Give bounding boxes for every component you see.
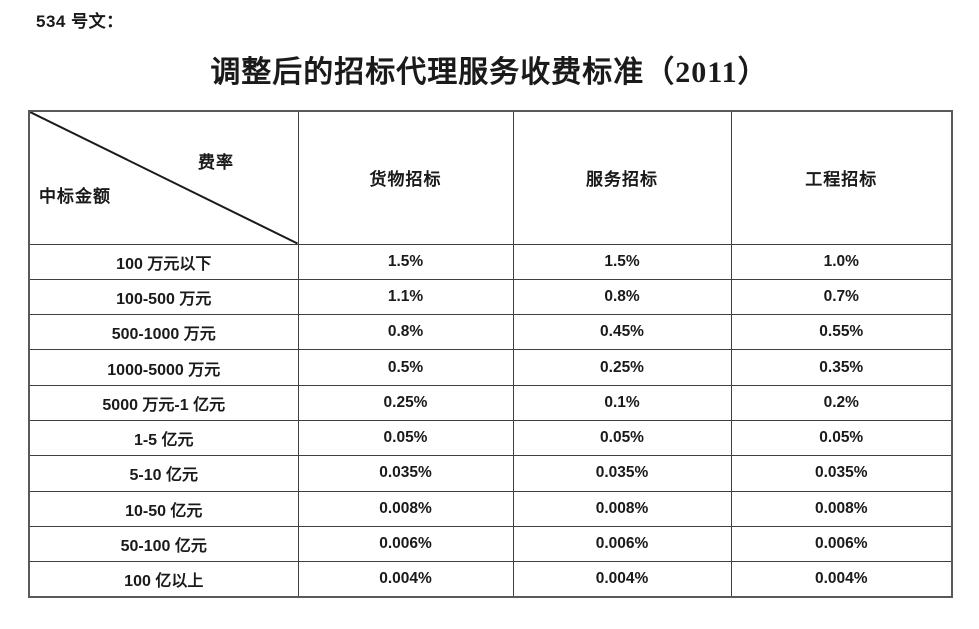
cell-goods-rate: 0.008%	[297, 490, 514, 527]
table-row: 100 万元以下 1.5% 1.5% 1.0%	[28, 243, 953, 280]
row-label: 1000-5000 万元	[28, 349, 299, 386]
column-header-engineering-bidding: 工程招标	[730, 110, 953, 245]
doc-number-label: 534 号文：	[36, 12, 124, 31]
cell-engineering-rate: 0.7%	[730, 278, 953, 316]
cell-goods-rate: 0.25%	[297, 384, 514, 421]
fee-table: 费率 中标金额 货物招标 服务招标 工程招标 100 万元以下 1.5% 1.5…	[28, 110, 953, 598]
table-row: 10-50 亿元 0.008% 0.008% 0.008%	[28, 490, 953, 527]
cell-engineering-rate: 1.0%	[730, 243, 953, 280]
cell-goods-rate: 0.004%	[297, 561, 514, 598]
cell-service-rate: 1.5%	[512, 243, 732, 280]
cell-goods-rate: 0.5%	[297, 349, 514, 386]
row-label: 100 亿以上	[28, 561, 299, 598]
table-row: 100-500 万元 1.1% 0.8% 0.7%	[28, 278, 953, 316]
table-row: 50-100 亿元 0.006% 0.006% 0.006%	[28, 525, 953, 563]
cell-goods-rate: 0.035%	[297, 455, 514, 492]
cell-engineering-rate: 0.004%	[730, 561, 953, 598]
cell-service-rate: 0.006%	[512, 525, 732, 563]
column-header-service-bidding: 服务招标	[512, 110, 732, 245]
cell-engineering-rate: 0.2%	[730, 384, 953, 421]
row-label: 500-1000 万元	[28, 314, 299, 351]
row-label: 5-10 亿元	[28, 455, 299, 492]
table-header-row: 费率 中标金额 货物招标 服务招标 工程招标	[28, 110, 953, 245]
row-label: 10-50 亿元	[28, 490, 299, 527]
table-row: 5-10 亿元 0.035% 0.035% 0.035%	[28, 455, 953, 492]
row-label: 50-100 亿元	[28, 525, 299, 563]
table-row: 5000 万元-1 亿元 0.25% 0.1% 0.2%	[28, 384, 953, 421]
cell-service-rate: 0.05%	[512, 419, 732, 457]
row-label: 5000 万元-1 亿元	[28, 384, 299, 421]
corner-label-rate: 费率	[198, 153, 234, 172]
cell-service-rate: 0.1%	[512, 384, 732, 421]
cell-goods-rate: 0.05%	[297, 419, 514, 457]
diagonal-line	[30, 112, 298, 244]
cell-goods-rate: 1.5%	[297, 243, 514, 280]
table-row: 500-1000 万元 0.8% 0.45% 0.55%	[28, 314, 953, 351]
column-header-goods-bidding: 货物招标	[297, 110, 514, 245]
cell-goods-rate: 0.006%	[297, 525, 514, 563]
cell-engineering-rate: 0.35%	[730, 349, 953, 386]
cell-service-rate: 0.035%	[512, 455, 732, 492]
cell-engineering-rate: 0.035%	[730, 455, 953, 492]
cell-service-rate: 0.45%	[512, 314, 732, 351]
cell-service-rate: 0.004%	[512, 561, 732, 598]
row-label: 100-500 万元	[28, 278, 299, 316]
page-title: 调整后的招标代理服务收费标准（2011）	[210, 56, 769, 89]
corner-label-bid-amount: 中标金额	[39, 187, 111, 206]
cell-service-rate: 0.25%	[512, 349, 732, 386]
cell-engineering-rate: 0.006%	[730, 525, 953, 563]
row-label: 1-5 亿元	[28, 419, 299, 457]
row-label: 100 万元以下	[28, 243, 299, 280]
cell-goods-rate: 0.8%	[297, 314, 514, 351]
cell-goods-rate: 1.1%	[297, 278, 514, 316]
table-row: 1000-5000 万元 0.5% 0.25% 0.35%	[28, 349, 953, 386]
table-row: 1-5 亿元 0.05% 0.05% 0.05%	[28, 419, 953, 457]
cell-engineering-rate: 0.05%	[730, 419, 953, 457]
cell-service-rate: 0.008%	[512, 490, 732, 527]
diagonal-header-cell: 费率 中标金额	[28, 110, 299, 245]
cell-service-rate: 0.8%	[512, 278, 732, 316]
cell-engineering-rate: 0.55%	[730, 314, 953, 351]
table-row: 100 亿以上 0.004% 0.004% 0.004%	[28, 561, 953, 598]
cell-engineering-rate: 0.008%	[730, 490, 953, 527]
